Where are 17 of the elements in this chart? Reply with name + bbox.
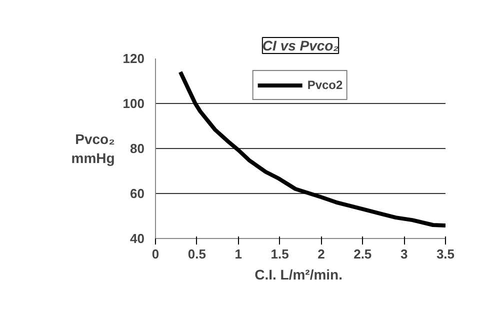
y-tick-label: 120 <box>122 51 145 66</box>
y-tick-label: 80 <box>130 141 145 156</box>
y-tick-label: 60 <box>130 186 145 201</box>
x-tick-label: 0.5 <box>188 246 206 262</box>
x-tick-label: 2 <box>318 246 325 262</box>
x-tick-label: 1.5 <box>270 246 289 262</box>
x-tick-label: 1 <box>234 246 242 262</box>
y-axis-title: Pvco₂ mmHg <box>71 130 115 166</box>
x-tick-label: 3 <box>400 246 408 262</box>
legend-label: Pvco2 <box>307 78 343 92</box>
line-series <box>178 70 446 228</box>
y-tick-label: 40 <box>130 231 145 246</box>
x-tick-label: 0 <box>152 246 160 262</box>
x-axis-title: C.I. L/m²/min. <box>254 266 342 282</box>
x-tick-label: 3.5 <box>436 246 455 262</box>
y-tick-label: 100 <box>122 96 145 111</box>
x-tick-label: 2.5 <box>354 246 372 262</box>
